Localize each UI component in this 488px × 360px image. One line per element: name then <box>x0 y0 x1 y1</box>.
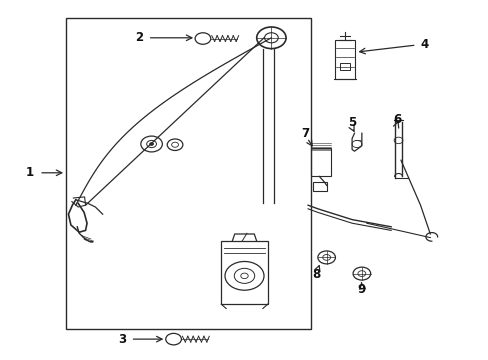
Text: 8: 8 <box>312 268 320 281</box>
Text: 2: 2 <box>135 31 143 44</box>
Text: 9: 9 <box>357 283 365 296</box>
Text: 7: 7 <box>301 127 309 140</box>
Text: 5: 5 <box>347 116 355 129</box>
Bar <box>312 182 326 191</box>
Bar <box>339 63 349 70</box>
Circle shape <box>149 143 153 145</box>
Text: 3: 3 <box>118 333 126 346</box>
Bar <box>66 18 310 329</box>
Bar <box>310 148 330 176</box>
Bar <box>221 241 267 304</box>
Bar <box>334 40 354 79</box>
Text: 4: 4 <box>420 39 427 51</box>
Text: 1: 1 <box>25 166 33 179</box>
Text: 6: 6 <box>392 113 400 126</box>
